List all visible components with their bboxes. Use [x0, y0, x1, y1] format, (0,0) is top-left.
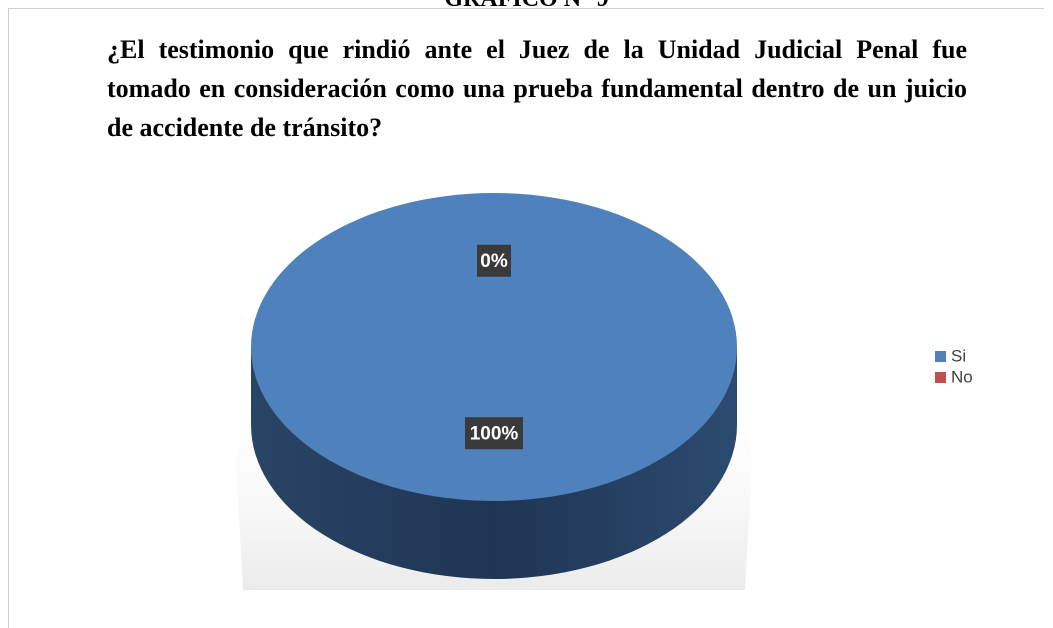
data-label: 100%: [470, 423, 519, 444]
legend-label: Si: [951, 346, 966, 365]
legend-swatch: [935, 372, 946, 383]
data-label: 0%: [480, 251, 508, 272]
chart-frame: [8, 8, 1044, 628]
chart-title: ¿El testimonio que rindió ante el Juez d…: [107, 35, 967, 142]
pie-slice: [251, 193, 737, 501]
legend-label: No: [951, 367, 973, 386]
legend-swatch: [935, 351, 946, 362]
data-label-box: [477, 244, 511, 277]
data-label-box: [465, 417, 523, 450]
figure-header: GRÁFICO N° 9: [0, 0, 1053, 13]
